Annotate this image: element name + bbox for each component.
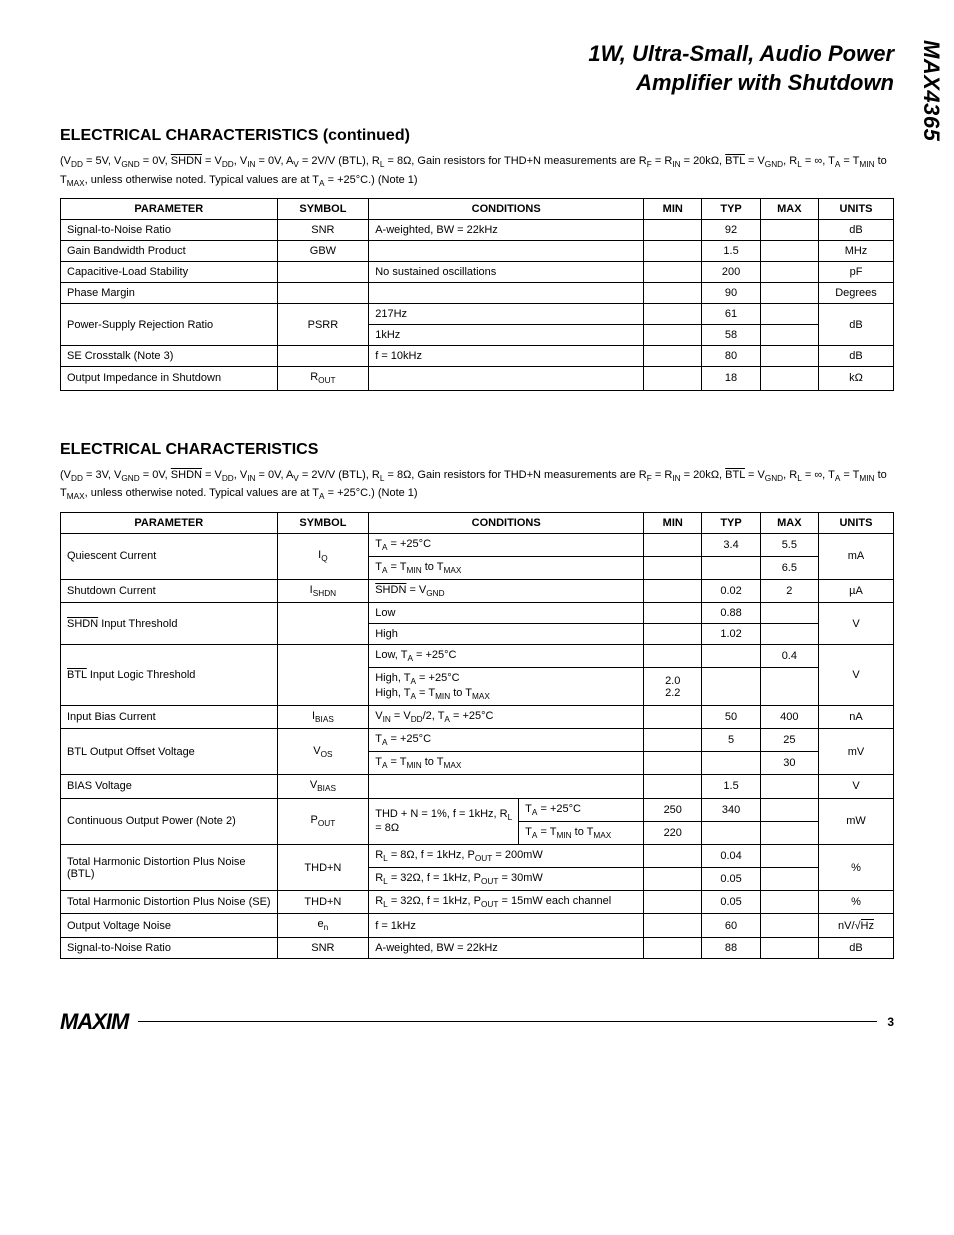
table-row: Phase Margin 90 Degrees — [61, 283, 894, 304]
ec-table-1: PARAMETER SYMBOL CONDITIONS MIN TYP MAX … — [60, 198, 894, 390]
table-row: Total Harmonic Distortion Plus Noise (SE… — [61, 891, 894, 914]
table-row: Gain Bandwidth Product GBW 1.5 MHz — [61, 241, 894, 262]
ec-header-1: ELECTRICAL CHARACTERISTICS (continued) — [60, 127, 894, 145]
title-line1: 1W, Ultra-Small, Audio Power — [588, 41, 894, 66]
title-line2: Amplifier with Shutdown — [636, 70, 894, 95]
table-row: Total Harmonic Distortion Plus Noise (BT… — [61, 844, 894, 867]
table-row: Output Voltage Noise en f = 1kHz 60 nV/√… — [61, 914, 894, 937]
table-row: Shutdown Current ISHDN SHDN = VGND 0.02 … — [61, 580, 894, 603]
ec-table-2: PARAMETER SYMBOL CONDITIONS MIN TYP MAX … — [60, 512, 894, 959]
table-row: BTL Output Offset Voltage VOS TA = +25°C… — [61, 728, 894, 751]
table-row: Output Impedance in Shutdown ROUT 18 kΩ — [61, 367, 894, 390]
part-number-side: MAX4365 — [918, 40, 944, 141]
table-row: Quiescent Current IQ TA = +25°C 3.4 5.5 … — [61, 533, 894, 556]
table-row: Signal-to-Noise Ratio SNR A-weighted, BW… — [61, 937, 894, 958]
table-row: Input Bias Current IBIAS VIN = VDD/2, TA… — [61, 705, 894, 728]
page-number: 3 — [887, 1015, 894, 1029]
table-row: Capacitive-Load Stability No sustained o… — [61, 262, 894, 283]
table-row: Continuous Output Power (Note 2) POUT TH… — [61, 798, 894, 821]
table-row: SE Crosstalk (Note 3) f = 10kHz 80 dB — [61, 346, 894, 367]
table-row: BTL Input Logic Threshold Low, TA = +25°… — [61, 645, 894, 668]
maxim-logo: MAXIM — [60, 1009, 128, 1035]
table-row: Signal-to-Noise Ratio SNR A-weighted, BW… — [61, 220, 894, 241]
table-row: Power-Supply Rejection Ratio PSRR 217Hz … — [61, 304, 894, 325]
ec-cond-2: (VDD = 3V, VGND = 0V, SHDN = VDD, VIN = … — [60, 467, 894, 504]
ec-header-2: ELECTRICAL CHARACTERISTICS — [60, 441, 894, 459]
table-row: BIAS Voltage VBIAS 1.5 V — [61, 775, 894, 798]
table-row: SHDN Input Threshold Low 0.88 V — [61, 603, 894, 624]
ec-cond-1: (VDD = 5V, VGND = 0V, SHDN = VDD, VIN = … — [60, 153, 894, 190]
